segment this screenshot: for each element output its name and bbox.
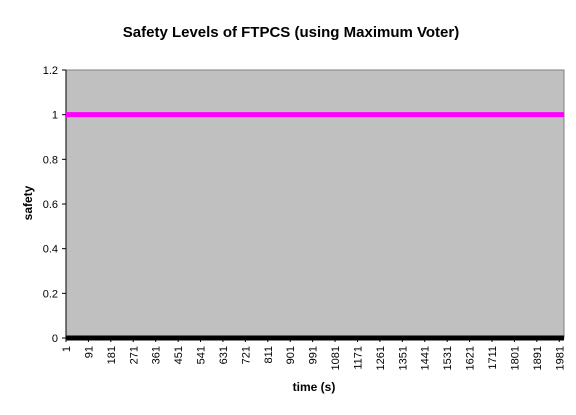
x-axis-label: time (s): [293, 380, 336, 394]
x-tick-label: 1261: [375, 346, 387, 370]
plot-area: [65, 69, 565, 339]
y-tick-label: 0.8: [43, 154, 58, 166]
x-tick-label: 1171: [352, 346, 364, 370]
x-tick-label: 901: [285, 346, 297, 364]
x-axis: 1 91 181 271 361 451 541 631 721 811 901 991 1081 117…: [61, 337, 566, 370]
y-axis-label: safety: [21, 185, 35, 220]
x-tick-label: 91: [83, 346, 95, 358]
x-tick-label: 1351: [397, 346, 409, 370]
x-tick-label: 1891: [532, 346, 544, 370]
x-tick-label: 451: [173, 346, 185, 364]
x-tick-label: 1081: [330, 346, 342, 370]
x-tick-label: 541: [196, 346, 208, 364]
y-axis: 0 0.2 0.4 0.6 0.8 1 1.2: [43, 65, 67, 345]
x-tick-label: 1801: [509, 346, 521, 370]
x-tick-label: 271: [128, 346, 140, 364]
x-tick-label: 361: [151, 346, 163, 364]
x-tick-label: 1711: [487, 346, 499, 370]
chart-title: Safety Levels of FTPCS (using Maximum Vo…: [123, 24, 459, 41]
x-tick-label: 991: [308, 346, 320, 364]
y-tick-label: 1: [52, 110, 58, 122]
y-tick-label: 0: [52, 333, 58, 345]
y-tick-label: 0.2: [43, 288, 58, 300]
x-tick-label: 811: [263, 346, 275, 364]
x-tick-label: 1531: [442, 346, 454, 370]
x-tick-label: 631: [218, 346, 230, 364]
y-tick-label: 0.6: [43, 199, 58, 211]
x-tick-label: 721: [240, 346, 252, 364]
y-tick-label: 0.4: [43, 244, 58, 256]
x-tick-label: 1981: [554, 346, 566, 370]
x-tick-label: 1621: [465, 346, 477, 370]
x-tick-label: 1441: [420, 346, 432, 370]
x-tick-label: 1: [61, 346, 73, 352]
series-layer: [66, 112, 564, 341]
y-tick-label: 1.2: [43, 65, 58, 77]
x-tick-label: 181: [106, 346, 118, 364]
